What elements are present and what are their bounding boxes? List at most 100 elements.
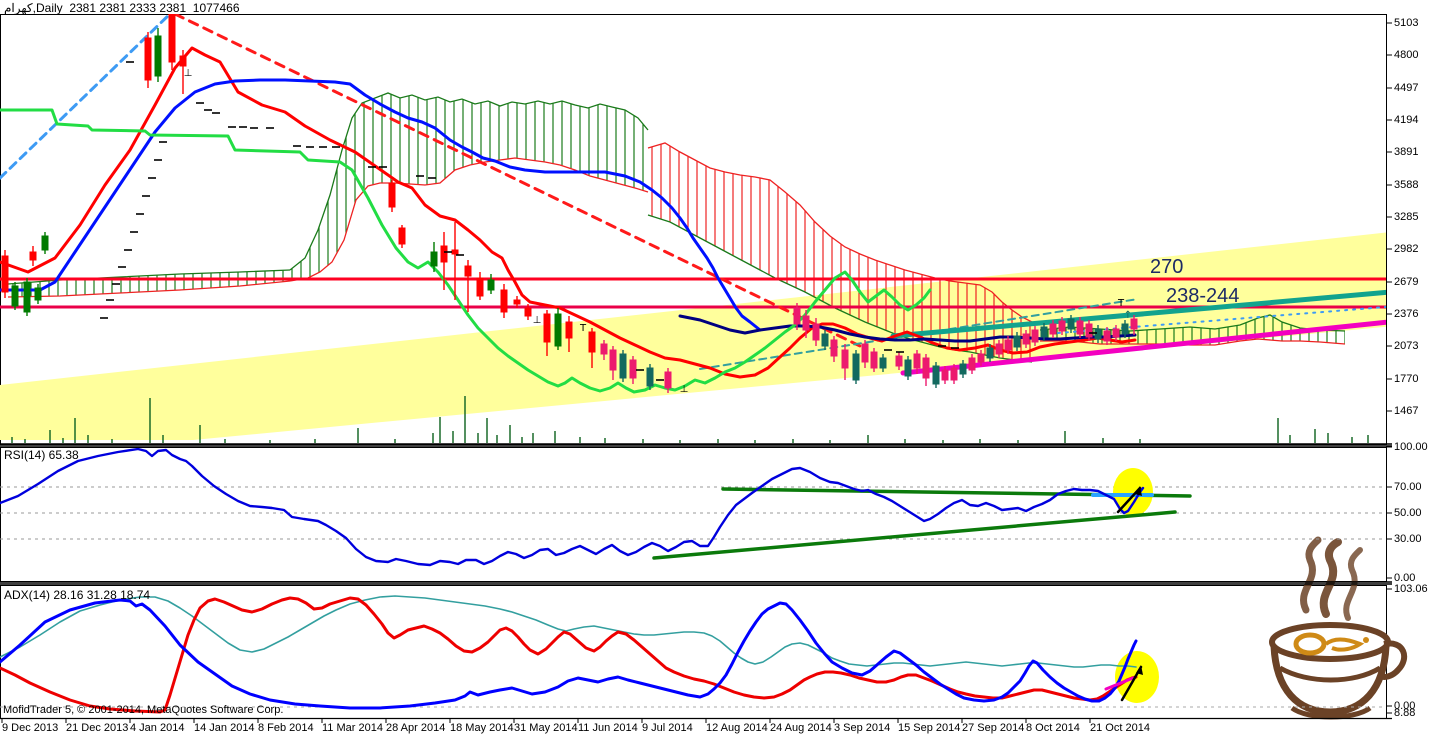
candlestick	[1040, 326, 1048, 338]
date-axis-label: 3 Sep 2014	[834, 722, 891, 734]
candlestick	[932, 365, 940, 385]
candlestick	[565, 321, 573, 339]
candlestick	[11, 285, 19, 307]
cloud-lower-edge	[289, 157, 649, 282]
candlestick	[922, 357, 930, 379]
cloud-lower-edge	[647, 214, 1033, 363]
cloud-upper-edge	[647, 142, 1033, 323]
chart-object-mark: T	[579, 323, 587, 334]
indicator-line	[0, 46, 1137, 379]
chart-object-mark: ⊥	[184, 68, 193, 79]
price-axis-label: 4800	[1394, 49, 1419, 61]
adx-panel-frame[interactable]	[0, 585, 1387, 719]
candlestick	[995, 343, 1003, 355]
candlestick	[476, 277, 484, 297]
price-axis-label: 2376	[1394, 308, 1419, 320]
candlestick	[629, 359, 637, 379]
price-chart-area[interactable]: T↑T⊥⊥⊥	[0, 12, 1436, 443]
candlestick	[1058, 320, 1066, 332]
rsi-axis-label: 50.00	[1394, 507, 1422, 519]
adx-axis-label: 103.06	[1394, 583, 1428, 595]
date-axis-label: 14 Jan 2014	[194, 722, 255, 734]
candlestick	[1112, 328, 1120, 338]
candlestick	[487, 279, 495, 291]
candlestick	[793, 307, 801, 325]
candlestick	[513, 299, 521, 305]
candlestick	[440, 245, 448, 263]
rsi-panel-frame[interactable]	[0, 447, 1387, 582]
cloud-upper-edge	[289, 92, 649, 271]
candlestick	[1103, 330, 1111, 342]
candlestick	[830, 339, 838, 357]
date-axis-label: 27 Sep 2014	[962, 722, 1025, 734]
candlestick	[451, 249, 459, 255]
candlestick	[1130, 318, 1138, 330]
candlestick	[1049, 323, 1057, 335]
chart-object-mark: ⊥	[680, 384, 689, 395]
candlestick	[154, 35, 162, 77]
date-axis-label: 11 Mar 2014	[322, 722, 383, 734]
candlestick	[895, 355, 903, 367]
candlestick	[879, 357, 887, 369]
date-axis-label: 15 Sep 2014	[898, 722, 961, 734]
date-axis-label: 28 Apr 2014	[386, 722, 446, 734]
price-axis-label: 3588	[1394, 179, 1419, 191]
candlestick	[852, 353, 860, 381]
candlestick	[802, 315, 810, 331]
price-level-annotation: 238-244	[1166, 285, 1240, 307]
adx-main-line	[0, 598, 1138, 710]
rsi-arrow-head	[1135, 486, 1142, 496]
candlestick	[464, 265, 472, 277]
candlestick	[500, 289, 508, 313]
date-axis-label: 11 Jun 2014	[578, 722, 638, 734]
candlestick	[1031, 329, 1039, 343]
price-axis-label: 1770	[1394, 373, 1419, 385]
chart-object-mark: T	[1117, 298, 1125, 309]
ichimoku-cloud-bullish	[8, 270, 290, 297]
rsi-axis-label: 0.00	[1394, 572, 1416, 584]
adx-magenta-segment	[1104, 676, 1135, 691]
candlestick	[543, 313, 551, 343]
candlestick	[664, 371, 672, 389]
adx-arrow-head	[1136, 665, 1143, 675]
candlestick	[179, 55, 187, 67]
rsi-axis-label: 70.00	[1394, 481, 1422, 493]
price-axis-label: 2679	[1394, 276, 1419, 288]
price-level-annotation: 270	[1150, 256, 1184, 278]
price-axis-label: 4497	[1394, 82, 1419, 94]
date-axis-label: 8 Oct 2014	[1026, 722, 1080, 734]
candlestick	[1022, 333, 1030, 345]
candlestick	[600, 343, 608, 355]
candlestick	[1094, 328, 1102, 340]
candlestick	[1, 255, 9, 293]
trend-line	[1057, 305, 1386, 334]
platform-copyright: MofidTrader 5, © 2001-2014, MetaQuotes S…	[3, 704, 284, 716]
candlestick	[554, 313, 562, 347]
rsi-axis-label: 100.00	[1394, 441, 1428, 453]
candlestick	[168, 14, 176, 63]
indicator-line	[678, 314, 1137, 343]
candlestick	[977, 353, 985, 363]
price-axis-label: 3891	[1394, 146, 1419, 158]
adx-axis-label: 0.00	[1394, 700, 1416, 712]
candlestick	[1004, 339, 1012, 351]
chart-object-mark: ⊥	[533, 315, 542, 326]
date-axis-label: 9 Jul 2014	[642, 722, 693, 734]
candlestick	[941, 369, 949, 381]
candlestick	[821, 333, 829, 347]
date-axis-label: 12 Aug 2014	[706, 722, 768, 734]
price-axis-label: 4194	[1394, 114, 1419, 126]
candlestick	[1067, 318, 1075, 330]
cloud-lower-edge	[7, 280, 291, 298]
candlestick	[430, 251, 438, 267]
date-axis-label: 21 Oct 2014	[1090, 722, 1150, 734]
adx-axis-label: 8.88	[1394, 707, 1416, 719]
candlestick	[950, 367, 958, 381]
price-axis-label: 5103	[1394, 17, 1419, 29]
date-axis-label: 9 Dec 2013	[2, 722, 59, 734]
candlestick	[588, 331, 596, 353]
price-axis-label: 2073	[1394, 340, 1419, 352]
trend-line	[890, 289, 1386, 339]
